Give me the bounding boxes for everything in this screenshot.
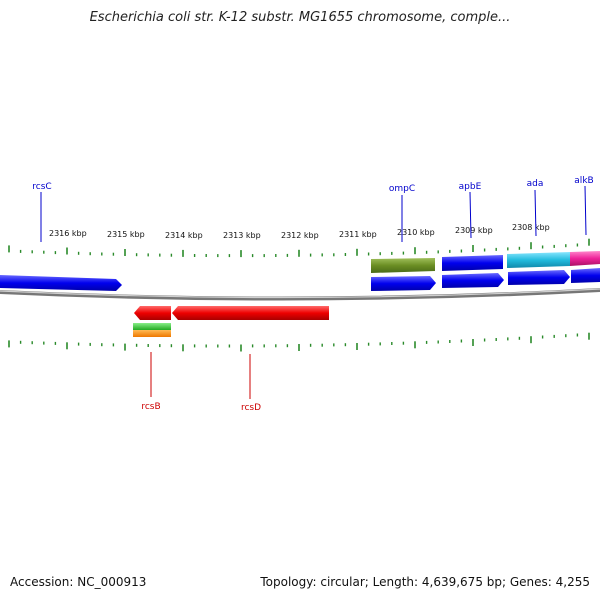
feature-apbE[interactable] [442, 255, 503, 271]
kbp-label: 2313 kbp [223, 231, 261, 240]
kbp-label: 2312 kbp [281, 231, 319, 240]
feature-rcsC[interactable] [0, 275, 122, 291]
feature-rcsB[interactable] [134, 306, 171, 320]
gene-label-apbE[interactable]: apbE [459, 182, 482, 192]
gene-label-alkB[interactable]: alkB [574, 176, 593, 186]
feature-ada-inner[interactable] [508, 270, 570, 285]
kbp-label: 2315 kbp [107, 230, 145, 239]
chromosome-backbone [0, 288, 600, 301]
feature-olive[interactable] [371, 258, 435, 273]
feature-green-small[interactable] [133, 323, 171, 330]
feature-alkB[interactable] [570, 251, 600, 266]
leader-line-ada [534, 189, 537, 237]
feature-rcsD[interactable] [172, 306, 329, 320]
feature-orange-small[interactable] [133, 330, 171, 337]
accession-text: Accession: NC_000913 [10, 575, 147, 589]
leader-line-alkB [584, 185, 587, 236]
topology-summary: Topology: circular; Length: 4,639,675 bp… [260, 575, 590, 589]
kbp-label: 2316 kbp [49, 229, 87, 238]
feature-ada[interactable] [507, 252, 570, 268]
gene-label-rcsC[interactable]: rcsC [32, 182, 51, 192]
kbp-label: 2314 kbp [165, 231, 203, 240]
scale-ticks-top [8, 238, 590, 258]
gene-label-rcsD[interactable]: rcsD [241, 403, 261, 413]
kbp-label: 2310 kbp [397, 228, 435, 237]
gene-label-ada[interactable]: ada [527, 179, 544, 189]
leader-line-apbE [469, 191, 472, 239]
kbp-label: 2311 kbp [339, 230, 377, 239]
feature-alkB-inner[interactable] [571, 268, 600, 283]
scale-ticks-bottom [8, 332, 590, 352]
kbp-label: 2308 kbp [512, 223, 550, 232]
kbp-label: 2309 kbp [455, 226, 493, 235]
map-title: Escherichia coli str. K-12 substr. MG165… [89, 10, 511, 25]
feature-apbE-inner[interactable] [442, 273, 504, 288]
feature-ompC[interactable] [371, 276, 436, 291]
gene-label-ompC[interactable]: ompC [389, 184, 415, 194]
chromosome-backbone-highlight [0, 288, 600, 299]
gene-label-rcsB[interactable]: rcsB [141, 402, 160, 412]
